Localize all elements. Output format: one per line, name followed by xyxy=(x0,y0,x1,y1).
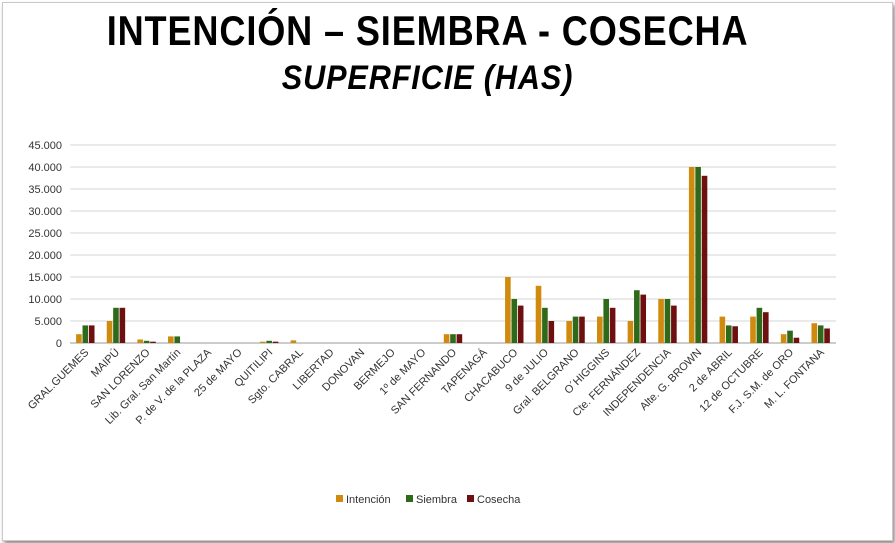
y-tick-label: 40.000 xyxy=(28,162,62,174)
bar xyxy=(88,325,95,343)
bar xyxy=(732,326,738,343)
legend-label: Cosecha xyxy=(477,494,521,506)
y-tick-label: 25.000 xyxy=(28,228,62,240)
x-tick-label: GRAL.GUEMES xyxy=(26,347,92,413)
y-tick-label: 20.000 xyxy=(28,250,62,262)
bar xyxy=(750,316,756,343)
y-tick-label: 0 xyxy=(56,338,62,350)
bar xyxy=(113,307,119,343)
y-tick-label: 10.000 xyxy=(28,294,62,306)
bar xyxy=(272,341,279,343)
bar xyxy=(793,337,800,343)
bar xyxy=(535,285,542,343)
bar xyxy=(634,290,640,343)
bar xyxy=(603,299,609,343)
bar xyxy=(719,316,726,343)
bar xyxy=(174,336,181,343)
bar xyxy=(168,336,174,343)
bar xyxy=(290,340,297,343)
bar xyxy=(640,294,647,343)
bar xyxy=(579,316,585,343)
bar xyxy=(695,167,701,343)
bar xyxy=(597,316,603,343)
bar xyxy=(76,334,82,343)
legend-label: Siembra xyxy=(416,494,458,506)
bar xyxy=(725,325,732,343)
chart-subtitle: SUPERFICIE (HAS) xyxy=(281,59,574,97)
y-tick-label: 35.000 xyxy=(28,184,62,196)
bar xyxy=(701,175,708,343)
bar xyxy=(609,307,616,343)
bar xyxy=(450,334,456,343)
bar xyxy=(505,277,511,343)
bar xyxy=(664,299,671,343)
y-tick-label: 45.000 xyxy=(28,140,62,152)
bar xyxy=(566,321,572,343)
bar xyxy=(548,321,555,343)
bar xyxy=(106,321,113,343)
bar xyxy=(259,341,266,343)
bar xyxy=(824,328,830,343)
bar xyxy=(137,339,143,343)
bar xyxy=(787,330,793,343)
y-tick-label: 5.000 xyxy=(34,316,62,328)
chart-title: INTENCIÓN – SIEMBRA - COSECHA xyxy=(106,7,749,54)
y-tick-label: 30.000 xyxy=(28,206,62,218)
bar xyxy=(756,307,763,343)
bar xyxy=(658,299,664,343)
bar xyxy=(688,167,695,343)
bar xyxy=(671,305,677,343)
bar xyxy=(542,307,548,343)
bar xyxy=(443,334,450,343)
bar xyxy=(82,325,89,343)
x-tick-label: CHACABUCO xyxy=(462,346,520,404)
bar xyxy=(266,340,272,343)
bar xyxy=(763,312,769,343)
bar xyxy=(511,299,518,343)
legend-swatch xyxy=(467,495,474,502)
bar xyxy=(456,334,463,343)
bar xyxy=(811,323,818,343)
bar xyxy=(780,334,787,343)
bar xyxy=(572,316,579,343)
legend-swatch xyxy=(336,495,343,502)
bar xyxy=(119,307,126,343)
bar xyxy=(517,305,524,343)
legend-swatch xyxy=(406,495,413,502)
bar xyxy=(143,340,150,343)
bar xyxy=(627,321,634,343)
bar xyxy=(817,325,824,343)
legend-label: Intención xyxy=(346,494,391,506)
bar xyxy=(150,341,156,343)
y-tick-label: 15.000 xyxy=(28,272,62,284)
